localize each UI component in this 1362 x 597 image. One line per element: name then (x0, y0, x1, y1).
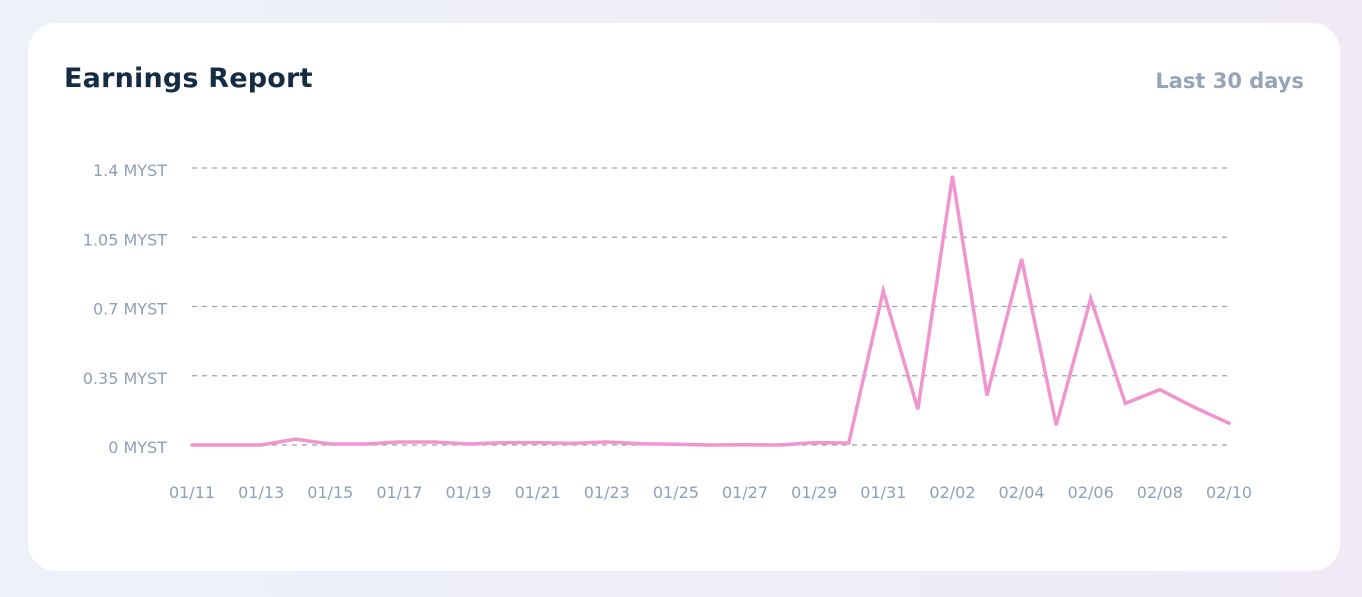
data-point[interactable] (1055, 424, 1058, 427)
data-point[interactable] (1193, 406, 1196, 409)
earnings-series-line (190, 175, 1231, 447)
data-point[interactable] (467, 443, 470, 446)
x-tick-label: 01/15 (307, 483, 353, 502)
data-point[interactable] (363, 443, 366, 446)
y-tick-label: 1.4 MYST (93, 161, 167, 180)
x-tick-label: 01/31 (860, 483, 906, 502)
x-tick-label: 01/11 (169, 483, 215, 502)
card-title: Earnings Report (64, 63, 313, 94)
x-tick-label: 01/23 (584, 483, 630, 502)
data-point[interactable] (432, 441, 435, 444)
data-point[interactable] (882, 289, 885, 292)
x-tick-label: 01/29 (791, 483, 837, 502)
data-point[interactable] (847, 442, 850, 445)
x-tick-label: 01/13 (238, 483, 284, 502)
y-tick-label: 0.35 MYST (83, 369, 167, 388)
data-point[interactable] (1228, 422, 1231, 425)
data-point[interactable] (260, 444, 263, 447)
data-point[interactable] (1020, 258, 1023, 261)
series-layer (190, 174, 1231, 447)
data-point[interactable] (674, 443, 677, 446)
data-point[interactable] (329, 443, 332, 446)
x-tick-label: 01/17 (376, 483, 422, 502)
data-point[interactable] (640, 442, 643, 445)
earnings-report-card: Earnings Report Last 30 days (28, 23, 1340, 571)
data-point[interactable] (225, 444, 228, 447)
data-point[interactable] (709, 444, 712, 447)
data-point[interactable] (916, 408, 919, 411)
x-tick-label: 01/19 (445, 483, 491, 502)
data-point[interactable] (294, 438, 297, 441)
data-point[interactable] (986, 394, 989, 397)
data-point[interactable] (571, 442, 574, 445)
data-point[interactable] (398, 441, 401, 444)
data-point[interactable] (813, 441, 816, 444)
data-point[interactable] (744, 443, 747, 446)
data-point[interactable] (1158, 388, 1161, 391)
x-tick-label: 01/25 (653, 483, 699, 502)
x-tick-label: 02/02 (929, 483, 975, 502)
data-point[interactable] (951, 174, 954, 177)
data-point[interactable] (502, 441, 505, 444)
data-point[interactable] (1089, 297, 1092, 300)
data-point[interactable] (1124, 402, 1127, 405)
data-point[interactable] (536, 441, 539, 444)
time-range-selector[interactable]: Last 30 days (1155, 69, 1304, 93)
x-tick-label: 02/04 (999, 483, 1045, 502)
data-point[interactable] (605, 441, 608, 444)
y-tick-label: 1.05 MYST (83, 230, 167, 249)
y-tick-label: 0.7 MYST (93, 300, 167, 319)
x-tick-label: 02/06 (1068, 483, 1114, 502)
x-axis-tick-labels: 01/11 01/13 01/15 01/17 01/19 01/21 01/23 01/25… (169, 483, 1252, 502)
x-tick-label: 01/27 (722, 483, 768, 502)
data-point[interactable] (191, 444, 194, 447)
y-axis-tick-labels: 0 MYST 0.35 MYST 0.7 MYST 1.05 MYST 1.4 MYST (83, 161, 167, 457)
data-point[interactable] (778, 444, 781, 447)
y-tick-label: 0 MYST (108, 438, 167, 457)
x-tick-label: 02/10 (1206, 483, 1252, 502)
x-tick-label: 02/08 (1137, 483, 1183, 502)
grid-lines (192, 167, 1229, 446)
x-tick-label: 01/21 (515, 483, 561, 502)
